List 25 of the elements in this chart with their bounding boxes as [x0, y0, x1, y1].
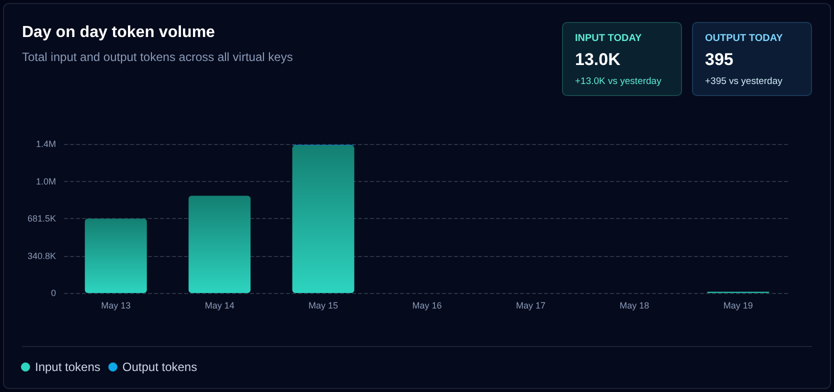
y-tick-label: 340.8K	[27, 250, 56, 261]
bar	[188, 196, 251, 293]
chart-subtitle: Total input and output tokens across all virtual keys	[22, 50, 293, 64]
y-tick-label: 0	[50, 288, 56, 298]
text: +13.0K vs yesterday	[575, 76, 662, 87]
text: INPUT TODAY	[575, 33, 643, 44]
x-tick-label: May 15	[308, 300, 338, 310]
bar	[84, 218, 147, 293]
y-tick-label: 1.4M	[36, 139, 56, 149]
text: 395	[705, 50, 734, 70]
x-tick-label: May 14	[204, 300, 234, 310]
y-tick-label: 1.0M	[36, 176, 56, 186]
y-tick-label: 681.5K	[27, 214, 56, 224]
text: 13.0K	[575, 50, 622, 70]
chart-title: Day on day token volume	[22, 24, 215, 42]
text: +395 vs yesterday	[705, 76, 784, 87]
x-tick-label: May 16	[412, 300, 442, 310]
x-tick-label: May 19	[723, 300, 753, 310]
legend-label: Output tokens	[122, 360, 198, 374]
text: OUTPUT TODAY	[705, 33, 784, 44]
bar	[292, 145, 354, 293]
x-tick-label: May 13	[101, 300, 131, 310]
x-tick-label: May 17	[516, 300, 546, 310]
legend-label: Input tokens	[35, 360, 100, 374]
x-tick-label: May 18	[620, 300, 650, 310]
